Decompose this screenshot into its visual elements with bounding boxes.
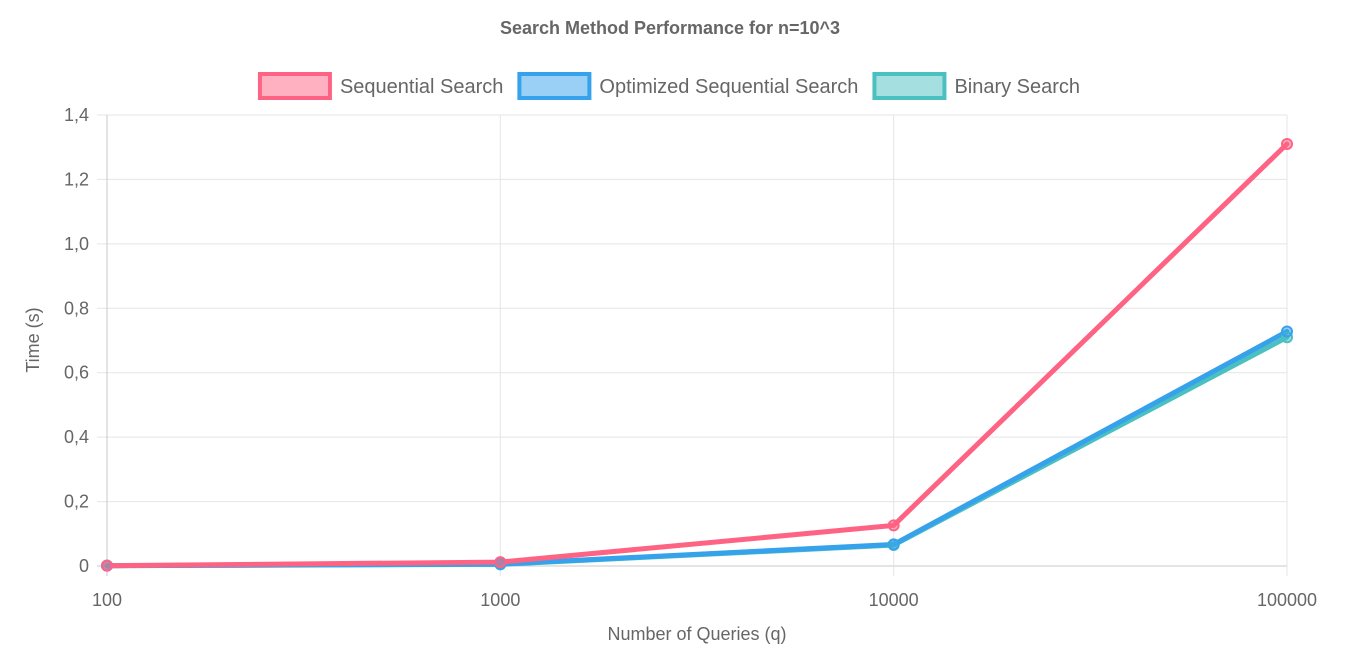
data-point[interactable]: [887, 519, 900, 532]
series-points: [101, 137, 1293, 572]
x-tick-label: 100: [92, 590, 122, 610]
data-point[interactable]: [494, 556, 507, 569]
data-point[interactable]: [1281, 137, 1293, 150]
grid: [97, 114, 1288, 576]
legend-item[interactable]: Sequential Search: [257, 72, 503, 100]
data-point[interactable]: [101, 559, 113, 572]
legend-item[interactable]: Optimized Sequential Search: [517, 72, 858, 100]
y-axis-ticks: 0 0,2 0,4 0,6 0,8 1,0 1,2 1,4: [64, 105, 89, 576]
legend-swatch: [257, 72, 332, 100]
y-tick-label: 0,2: [64, 492, 89, 512]
series-line: [104, 329, 1290, 569]
series-line: [104, 334, 1290, 569]
series-lines: [104, 141, 1290, 569]
x-axis-title: Number of Queries (q): [607, 624, 786, 644]
data-point[interactable]: [1281, 325, 1293, 338]
x-tick-label: 1000: [480, 590, 520, 610]
legend-label: Binary Search: [954, 76, 1080, 98]
y-tick-label: 0,6: [64, 363, 89, 383]
legend-label: Optimized Sequential Search: [599, 76, 858, 98]
y-tick-label: 0,4: [64, 427, 89, 447]
legend-item[interactable]: Binary Search: [872, 72, 1080, 100]
legend-swatch: [872, 72, 947, 100]
series-line: [104, 141, 1290, 569]
legend-swatch: [517, 72, 592, 100]
x-tick-label: 100000: [1257, 590, 1317, 610]
y-tick-label: 0,8: [64, 298, 89, 318]
y-tick-label: 1,0: [64, 234, 89, 254]
data-point[interactable]: [887, 538, 900, 551]
chart-title: Search Method Performance for n=10^3: [500, 18, 840, 38]
y-tick-label: 1,2: [64, 169, 89, 189]
y-tick-label: 0: [79, 556, 89, 576]
x-tick-label: 10000: [869, 590, 919, 610]
legend: Sequential Search Optimized Sequential Se…: [257, 72, 1080, 100]
y-axis-title: Time (s): [23, 307, 43, 372]
x-axis-ticks: 100 1000 10000 100000: [92, 590, 1317, 610]
y-tick-label: 1,4: [64, 105, 89, 125]
legend-label: Sequential Search: [340, 76, 503, 98]
